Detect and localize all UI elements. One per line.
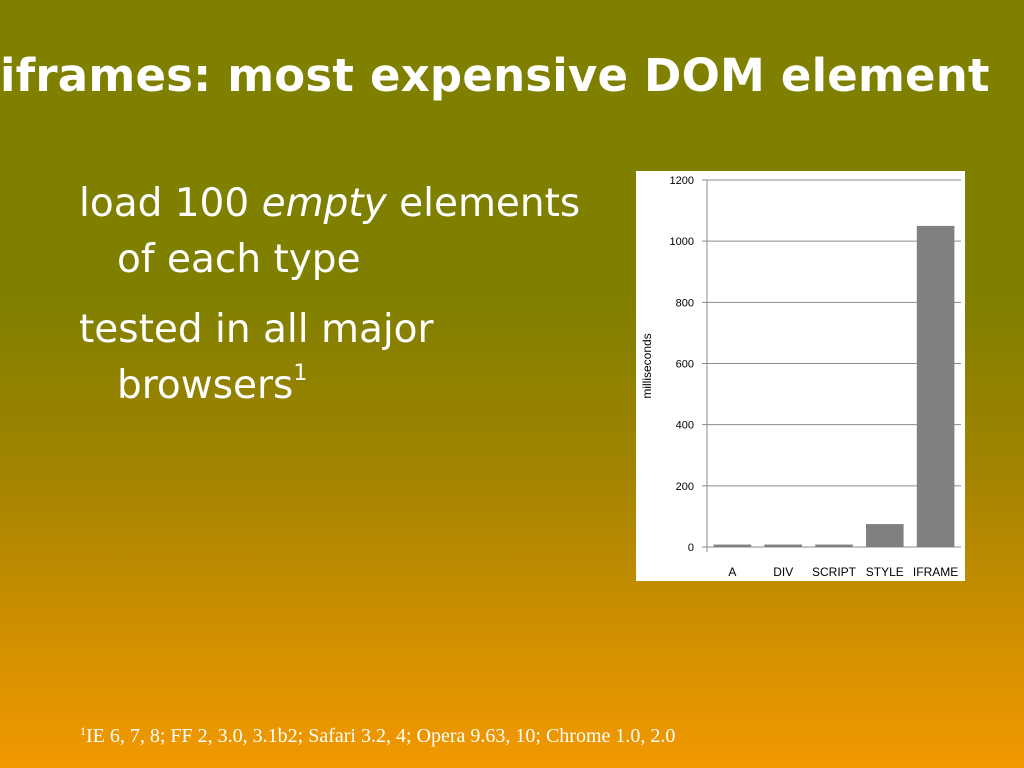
bar-chart-svg: 0 200 400 600 800 1000 1200 A DIV SCRIPT STYLE IFR…: [640, 175, 961, 579]
bullet-text-after: elements of each type: [117, 181, 581, 282]
y-tick-label: 1200: [670, 175, 694, 187]
slide-title: iframes: most expensive DOM element: [0, 49, 990, 102]
y-tick-label: 400: [676, 420, 694, 432]
footnote-marker: 1: [80, 724, 86, 738]
bullet-tested-browsers: tested in all major browsers1: [79, 302, 619, 414]
bar-iframe: [916, 225, 955, 547]
y-axis-label: milliseconds: [640, 333, 654, 398]
bullet-text-before: tested in all major browsers: [79, 307, 434, 408]
footnote-reference: 1: [293, 361, 308, 386]
x-tick-label: STYLE: [866, 565, 904, 579]
x-tick-label: A: [728, 565, 736, 579]
x-tick-label: SCRIPT: [812, 565, 857, 579]
bar-style: [866, 524, 904, 547]
y-tick-label: 600: [676, 359, 694, 371]
chart-bars: [713, 225, 955, 547]
bar-chart: 0 200 400 600 800 1000 1200 A DIV SCRIPT STYLE IFR…: [636, 171, 965, 581]
y-tick-label: 1000: [670, 236, 694, 248]
bar-a: [713, 544, 752, 547]
chart-y-tick-labels: 0 200 400 600 800 1000 1200: [670, 175, 694, 554]
x-tick-label: IFRAME: [913, 565, 958, 579]
x-tick-label: DIV: [773, 565, 793, 579]
y-tick-label: 800: [676, 297, 694, 309]
bullet-list: load 100 empty elements of each type tes…: [79, 176, 619, 428]
y-tick-label: 0: [688, 542, 694, 554]
footnote: 1IE 6, 7, 8; FF 2, 3.0, 3.1b2; Safari 3.…: [80, 725, 675, 748]
y-tick-label: 200: [676, 481, 694, 493]
bullet-text-before: load 100: [79, 181, 262, 226]
bar-script: [815, 544, 853, 547]
bullet-load-elements: load 100 empty elements of each type: [79, 176, 619, 288]
footnote-text: IE 6, 7, 8; FF 2, 3.0, 3.1b2; Safari 3.2…: [86, 725, 676, 747]
bullet-emphasis: empty: [261, 181, 387, 226]
bar-div: [764, 544, 802, 547]
chart-x-tick-labels: A DIV SCRIPT STYLE IFRAME: [728, 565, 958, 579]
